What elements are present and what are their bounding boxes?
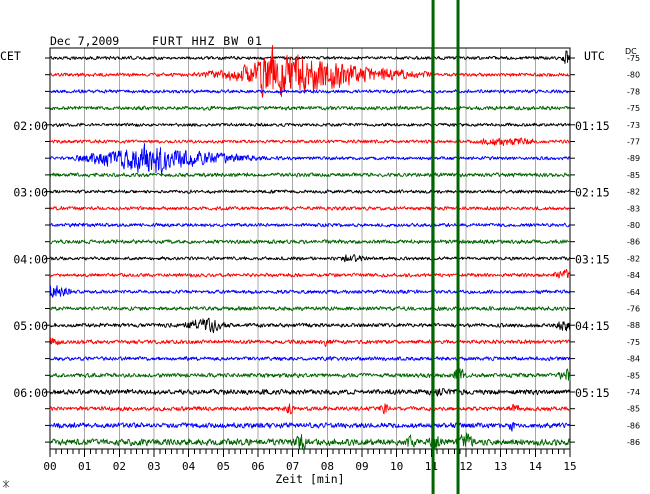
right-time-labels: 01:15 02:15 03:15 04:15 05:15 xyxy=(575,119,610,400)
dc-value-row-9: -82 xyxy=(627,188,640,197)
x-axis: 00 01 02 03 04 05 06 07 08 09 10 11 12 13 14 15 xyxy=(43,449,577,473)
trace-row-8 xyxy=(49,172,571,178)
trace-row-18 xyxy=(49,337,571,347)
trace-row-5 xyxy=(49,122,571,128)
x-tick-label-08: 08 xyxy=(321,460,334,473)
dc-value-row-10: -83 xyxy=(627,204,640,213)
right-time-label-0215: 02:15 xyxy=(575,186,610,200)
dc-value-row-3: -78 xyxy=(627,87,640,96)
dc-value-row-2: -80 xyxy=(627,71,640,80)
right-time-label-0315: 03:15 xyxy=(575,252,610,266)
dc-value-row-17: -88 xyxy=(627,321,640,330)
x-tick-label-02: 02 xyxy=(113,460,126,473)
seismogram-traces xyxy=(49,45,571,451)
left-time-label-0400: 04:00 xyxy=(13,252,48,266)
trace-row-15 xyxy=(49,285,571,298)
dc-value-row-21: -74 xyxy=(627,388,640,397)
trace-row-10 xyxy=(49,205,571,211)
trace-row-4 xyxy=(49,105,571,111)
dc-value-row-8: -85 xyxy=(627,171,640,180)
trace-row-20 xyxy=(49,367,571,381)
x-axis-label: Zeit [min] xyxy=(275,472,344,486)
dc-value-row-13: -82 xyxy=(627,254,640,263)
dc-value-row-23: -86 xyxy=(627,421,640,430)
dc-value-row-14: -84 xyxy=(627,271,640,280)
x-tick-label-05: 05 xyxy=(217,460,230,473)
dc-value-row-22: -85 xyxy=(627,405,640,414)
title-date: Dec 7,2009 xyxy=(50,34,119,48)
left-time-label-0200: 02:00 xyxy=(13,119,48,133)
left-time-label-0300: 03:00 xyxy=(13,186,48,200)
left-timezone-label: CET xyxy=(0,49,21,63)
x-tick-label-11: 11 xyxy=(425,460,438,473)
trace-row-12 xyxy=(49,239,571,245)
dc-value-row-18: -75 xyxy=(627,338,640,347)
dc-value-row-7: -89 xyxy=(627,154,640,163)
dc-value-row-20: -85 xyxy=(627,371,640,380)
right-time-label-0515: 05:15 xyxy=(575,386,610,400)
dc-value-row-12: -86 xyxy=(627,238,640,247)
x-tick-label-09: 09 xyxy=(355,460,368,473)
x-tick-label-15: 15 xyxy=(563,460,576,473)
dc-value-row-5: -73 xyxy=(627,121,640,130)
trace-row-16 xyxy=(49,305,571,312)
dc-value-row-4: -75 xyxy=(627,104,640,113)
right-time-label-0415: 04:15 xyxy=(575,319,610,333)
trace-row-9 xyxy=(49,189,571,194)
dc-header: DC xyxy=(625,47,637,56)
x-tick-label-10: 10 xyxy=(390,460,403,473)
logo-mark xyxy=(2,480,10,488)
pick-markers xyxy=(431,0,460,494)
row-ticks xyxy=(45,57,575,443)
trace-row-7 xyxy=(49,143,571,175)
x-tick-label-06: 06 xyxy=(251,460,264,473)
x-tick-label-00: 00 xyxy=(43,460,56,473)
trace-row-24 xyxy=(49,432,571,451)
dc-value-row-16: -76 xyxy=(627,305,640,314)
dc-value-row-24: -86 xyxy=(627,438,640,447)
trace-row-19 xyxy=(49,356,571,362)
trace-row-22 xyxy=(49,403,571,415)
left-time-label-0600: 06:00 xyxy=(13,386,48,400)
minute-grid xyxy=(49,48,571,449)
trace-row-11 xyxy=(49,222,571,228)
right-timezone-label: UTC xyxy=(584,49,605,63)
right-time-label-0115: 01:15 xyxy=(575,119,610,133)
trace-row-1 xyxy=(49,50,571,64)
trace-row-21 xyxy=(49,388,571,397)
dc-value-row-11: -80 xyxy=(627,221,640,230)
x-tick-label-12: 12 xyxy=(459,460,472,473)
dc-value-row-15: -64 xyxy=(627,288,640,297)
x-tick-label-07: 07 xyxy=(286,460,299,473)
trace-row-17 xyxy=(49,317,571,334)
left-time-labels: 02:00 03:00 04:00 05:00 06:00 xyxy=(13,119,48,400)
x-tick-label-03: 03 xyxy=(147,460,160,473)
left-time-label-0500: 05:00 xyxy=(13,319,48,333)
dc-values: -75 -80 -78 -75 -73 -77 -89 -85 -82 -83 -80 -86 -82 -… xyxy=(627,54,640,447)
trace-row-23 xyxy=(49,422,571,432)
trace-row-3 xyxy=(49,89,571,94)
trace-row-14 xyxy=(49,268,571,279)
x-tick-label-13: 13 xyxy=(494,460,507,473)
dc-value-row-6: -77 xyxy=(627,138,640,147)
trace-row-6 xyxy=(49,137,571,147)
trace-row-2 xyxy=(49,45,571,98)
x-tick-label-14: 14 xyxy=(529,460,543,473)
dc-value-row-1: -75 xyxy=(627,54,640,63)
trace-row-13 xyxy=(49,254,571,263)
dc-value-row-19: -84 xyxy=(627,355,640,364)
x-tick-label-04: 04 xyxy=(182,460,196,473)
x-tick-label-01: 01 xyxy=(78,460,91,473)
title-station: FURT HHZ BW 01 xyxy=(152,34,263,48)
